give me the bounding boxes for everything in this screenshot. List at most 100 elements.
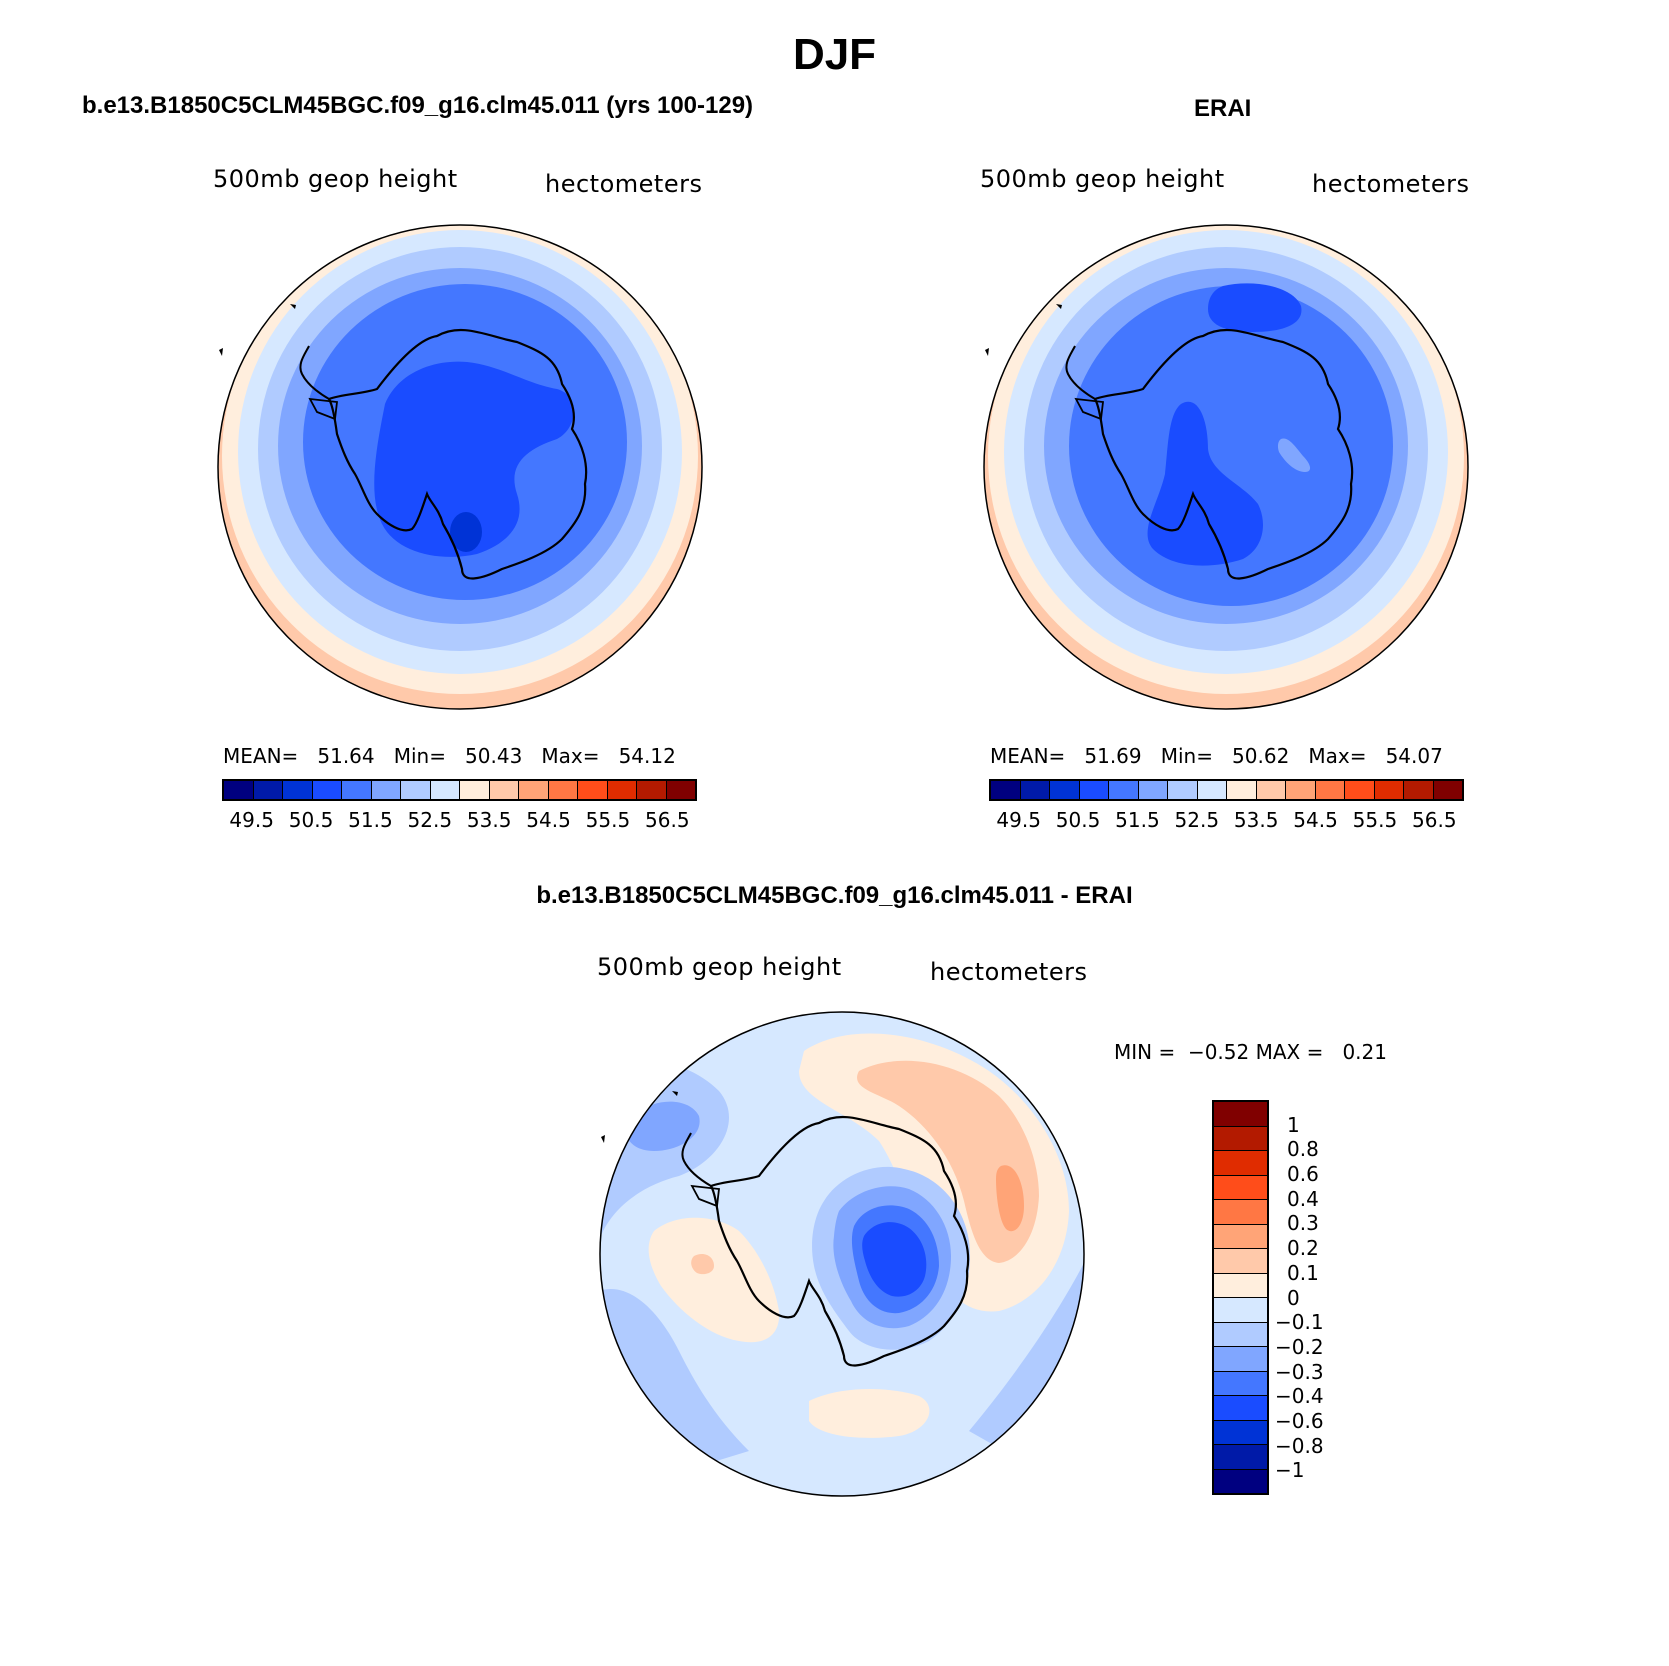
colorbar-box — [1214, 1224, 1267, 1249]
colorbar-tick-label: −1 — [1275, 1458, 1305, 1483]
colorbar-box — [1214, 1469, 1267, 1493]
colorbar-tick-label: 0.1 — [1287, 1260, 1319, 1285]
colorbar-tick-label: −0.2 — [1275, 1334, 1324, 1359]
colorbar-box — [1214, 1151, 1267, 1176]
colorbar-box — [1404, 781, 1434, 799]
colorbar-tick-label: 53.5 — [466, 808, 512, 832]
colorbar-tick-label: 49.5 — [996, 808, 1041, 832]
colorbar-tick-label: 56.5 — [1412, 808, 1457, 832]
panel3-colorbar-labels: 1 0.8 0.6 0.4 0.3 0.2 0.1 0 −0.1 −0.2 −0.3 −0.4 −0.6… — [1275, 1100, 1365, 1495]
colorbar-box — [224, 781, 254, 799]
colorbar-box — [1020, 781, 1050, 799]
figure-title: DJF — [792, 30, 877, 79]
colorbar-box — [1214, 1445, 1267, 1470]
colorbar-box — [1214, 1322, 1267, 1347]
colorbar-box — [283, 781, 313, 799]
colorbar-tick-label: 49.5 — [229, 808, 274, 832]
colorbar-tick-label: 0.2 — [1287, 1236, 1319, 1261]
colorbar-box — [1214, 1126, 1267, 1151]
colorbar-tick-label: 51.5 — [348, 808, 393, 832]
colorbar-box — [1315, 781, 1345, 799]
panel2-title: ERAI — [1194, 95, 1252, 122]
colorbar-box — [1168, 781, 1198, 799]
colorbar-box — [1433, 781, 1462, 799]
colorbar-tick-label: 50.5 — [288, 808, 334, 832]
colorbar-box — [1050, 781, 1080, 799]
colorbar-box — [1214, 1175, 1267, 1200]
colorbar-tick-label: 53.5 — [1233, 808, 1279, 832]
colorbar-tick-label: −0.6 — [1275, 1408, 1324, 1433]
panel1-map — [217, 224, 703, 710]
colorbar-tick-label: 55.5 — [585, 808, 631, 832]
colorbar-box — [1138, 781, 1168, 799]
panel2-colorbar — [989, 779, 1464, 801]
colorbar-box — [1214, 1420, 1267, 1445]
panel3-stats: MIN = −0.52 MAX = 0.21 — [1114, 1040, 1387, 1064]
colorbar-box — [1214, 1371, 1267, 1396]
colorbar-box — [1374, 781, 1404, 799]
colorbar-box — [371, 781, 401, 799]
panel1-units-label: hectometers — [545, 170, 703, 198]
colorbar-box — [1345, 781, 1375, 799]
colorbar-box — [1214, 1298, 1267, 1323]
panel1-title: b.e13.B1850C5CLM45BGC.f09_g16.clm45.011 … — [82, 92, 754, 119]
panel1-stats: MEAN= 51.64 Min= 50.43 Max= 54.12 — [223, 744, 676, 768]
colorbar-box — [578, 781, 608, 799]
colorbar-tick-label: 55.5 — [1352, 808, 1398, 832]
colorbar-box — [430, 781, 460, 799]
antarctica-coastline — [1093, 328, 1354, 580]
colorbar-tick-label: 51.5 — [1115, 808, 1160, 832]
colorbar-tick-label: −0.8 — [1275, 1433, 1324, 1458]
colorbar-box — [637, 781, 667, 799]
colorbar-box — [460, 781, 490, 799]
panel3-units-label: hectometers — [930, 958, 1088, 986]
panel3-map — [599, 1011, 1085, 1497]
colorbar-box — [401, 781, 431, 799]
colorbar-tick-label: 0.6 — [1287, 1162, 1319, 1187]
panel3-variable-label: 500mb geop height — [597, 953, 842, 981]
panel3-colorbar — [1212, 1100, 1269, 1495]
antarctica-coastline — [327, 328, 588, 580]
colorbar-box — [1214, 1249, 1267, 1274]
colorbar-box — [1109, 781, 1139, 799]
colorbar-box — [489, 781, 519, 799]
colorbar-box — [1286, 781, 1316, 799]
colorbar-tick-label: 1 — [1287, 1112, 1300, 1137]
antarctica-coastline — [709, 1115, 970, 1367]
colorbar-tick-label: 0 — [1287, 1285, 1300, 1310]
colorbar-tick-label: 54.5 — [526, 808, 571, 832]
colorbar-tick-label: −0.4 — [1275, 1384, 1324, 1409]
colorbar-box — [1227, 781, 1257, 799]
panel2-stats: MEAN= 51.69 Min= 50.62 Max= 54.07 — [990, 744, 1443, 768]
colorbar-box — [253, 781, 283, 799]
colorbar-tick-label: 50.5 — [1055, 808, 1101, 832]
colorbar-box — [1256, 781, 1286, 799]
colorbar-box — [1214, 1273, 1267, 1298]
colorbar-box — [1214, 1396, 1267, 1421]
colorbar-box — [1214, 1102, 1267, 1127]
panel2-map — [983, 224, 1469, 710]
panel1-variable-label: 500mb geop height — [213, 165, 458, 193]
colorbar-tick-label: 0.8 — [1287, 1137, 1319, 1162]
panel2-units-label: hectometers — [1312, 170, 1470, 198]
colorbar-box — [519, 781, 549, 799]
colorbar-box — [1079, 781, 1109, 799]
colorbar-box — [1214, 1200, 1267, 1225]
colorbar-box — [548, 781, 578, 799]
colorbar-box — [312, 781, 342, 799]
panel1-colorbar-labels: 49.5 50.5 51.5 52.5 53.5 54.5 55.5 56.5 — [222, 808, 697, 834]
colorbar-box — [991, 781, 1021, 799]
panel2-variable-label: 500mb geop height — [980, 165, 1225, 193]
colorbar-tick-label: 56.5 — [645, 808, 690, 832]
colorbar-box — [666, 781, 695, 799]
colorbar-box — [1214, 1347, 1267, 1372]
panel2-colorbar-labels: 49.5 50.5 51.5 52.5 53.5 54.5 55.5 56.5 — [989, 808, 1464, 834]
panel1-colorbar — [222, 779, 697, 801]
colorbar-box — [342, 781, 372, 799]
colorbar-tick-label: 52.5 — [407, 808, 453, 832]
colorbar-box — [1197, 781, 1227, 799]
colorbar-box — [607, 781, 637, 799]
colorbar-tick-label: −0.3 — [1275, 1359, 1324, 1384]
colorbar-tick-label: 0.4 — [1287, 1186, 1319, 1211]
colorbar-tick-label: 0.3 — [1287, 1211, 1319, 1236]
